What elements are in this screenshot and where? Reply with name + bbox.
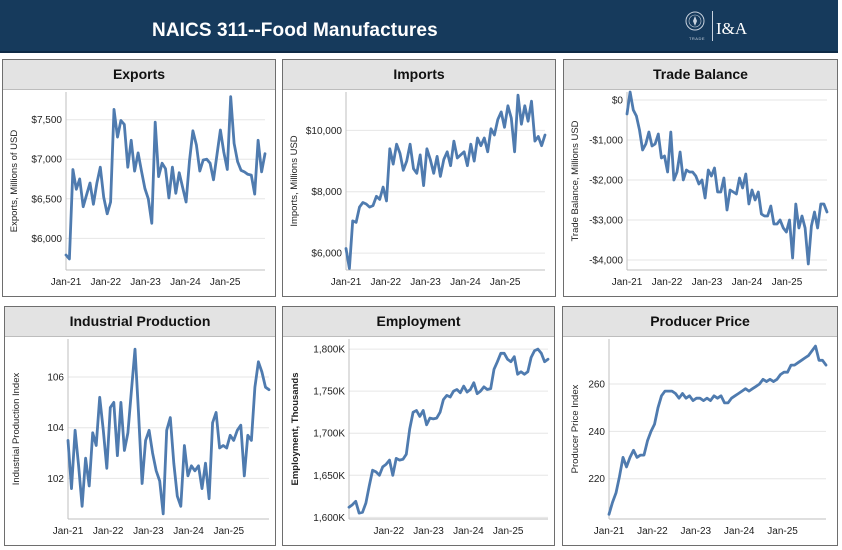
y-tick-label: -$1,000 [589,136,623,147]
y-tick-label: $8,000 [311,187,342,198]
series-line [607,344,828,516]
x-tick-label: Jan-25 [767,526,798,537]
y-tick-label: 1,800K [313,345,345,356]
exports-panel: Exports $6,000 $6,500 $7,000 $7,500 Jan-21 Ja… [2,59,276,297]
y-axis-label: Trade Balance, Millions USD [570,120,581,241]
x-tick-label: Jan-21 [53,526,84,537]
y-tick-label: $7,500 [31,115,62,126]
series-line [66,347,271,516]
x-tick-label: Jan-25 [210,277,241,288]
y-tick-label: $7,000 [31,155,62,166]
x-tick-label: Jan-24 [724,526,755,537]
y-tick-label: $0 [612,96,624,107]
x-tick-label: Jan-24 [173,526,204,537]
x-tick-label: Jan-23 [410,277,441,288]
seal-icon [685,11,705,31]
y-tick-label: $10,000 [306,126,343,137]
x-tick-label: Jan-22 [91,277,122,288]
logo-divider [712,11,713,41]
imports-chart: $6,000 $8,000 $10,000 Jan-21 Jan-22 Jan-23 Jan… [289,92,547,288]
y-axis-label: Producer Price Index [570,384,581,473]
x-tick-label: Jan-24 [732,277,763,288]
x-tick-label: Jan-24 [450,277,481,288]
y-axis-label: Industrial Production Index [11,373,22,486]
y-axis-label: Employment, Thousands [290,373,301,486]
x-tick-label: Jan-21 [331,277,362,288]
y-tick-label: 1,700K [313,429,345,440]
producer-price-title: Producer Price [563,307,837,337]
x-tick-label: Jan-25 [490,277,521,288]
y-tick-label: -$3,000 [589,216,623,227]
y-tick-label: 260 [588,380,605,391]
trade-balance-title: Trade Balance [564,60,837,90]
x-tick-label: Jan-25 [493,526,524,537]
industrial-production-chart: 102 104 106 Jan-21 Jan-22 Jan-23 Jan-24 Jan-25 I… [11,339,271,537]
ia-logo: TRADE I&A [683,9,747,45]
y-tick-label: 240 [588,427,605,438]
y-tick-label: 1,650K [313,471,345,482]
exports-chart: $6,000 $6,500 $7,000 $7,500 Jan-21 Jan-22 Jan-… [9,92,267,288]
y-tick-label: 102 [47,474,64,485]
x-tick-label: Jan-22 [637,526,668,537]
x-tick-label: Jan-24 [170,277,201,288]
series-line [625,90,829,266]
employment-chart: 1,600K 1,650K 1,700K 1,750K 1,800K Jan-22 Jan-… [290,339,550,537]
exports-title: Exports [3,60,275,90]
x-tick-label: Jan-25 [772,277,803,288]
series-line [344,93,547,270]
y-axis-label: Exports, Millions of USD [9,130,20,233]
x-tick-label: Jan-21 [594,526,625,537]
page-title: NAICS 311--Food Manufactures [152,20,438,41]
producer-price-chart: 220 240 260 Jan-21 Jan-22 Jan-23 Jan-24 Jan-25 P… [570,339,828,537]
y-tick-label: 1,600K [313,513,345,524]
header-bar: NAICS 311--Food Manufactures TRADE I&A [0,0,838,53]
x-tick-label: Jan-23 [681,526,712,537]
trade-balance-chart: $0 -$1,000 -$2,000 -$3,000 -$4,000 Jan-21 Jan-… [570,90,829,288]
series-line [64,95,267,261]
x-tick-label: Jan-22 [93,526,124,537]
logo-subtext: TRADE [688,36,706,41]
logo-text: I&A [716,19,748,38]
y-tick-label: $6,000 [311,249,342,260]
x-tick-label: Jan-21 [612,277,643,288]
x-tick-label: Jan-23 [692,277,723,288]
y-tick-label: -$4,000 [589,256,623,267]
x-tick-label: Jan-22 [371,277,402,288]
employment-title: Employment [283,307,554,337]
x-tick-label: Jan-25 [214,526,245,537]
y-tick-label: 104 [47,423,64,434]
y-axis-label: Imports, Millions USD [289,135,300,226]
x-tick-label: Jan-24 [453,526,484,537]
y-tick-label: $6,500 [31,194,62,205]
industrial-production-title: Industrial Production [5,307,275,337]
employment-panel: Employment 1,600K 1,650K 1,700K 1,750K 1,800… [282,306,555,546]
producer-price-panel: Producer Price 220 240 260 Jan-21 Jan-22 Jan-… [562,306,838,546]
y-tick-label: $6,000 [31,234,62,245]
x-tick-label: Jan-22 [652,277,683,288]
x-tick-label: Jan-23 [133,526,164,537]
y-tick-label: 1,750K [313,387,345,398]
trade-balance-panel: Trade Balance $0 -$1,000 -$2,000 -$3,000 -$4… [563,59,838,297]
y-tick-label: 220 [588,474,605,485]
x-tick-label: Jan-22 [374,526,405,537]
imports-title: Imports [283,60,555,90]
x-tick-label: Jan-23 [413,526,444,537]
imports-panel: Imports $6,000 $8,000 $10,000 Jan-21 Jan-22 J… [282,59,556,297]
x-tick-label: Jan-23 [130,277,161,288]
industrial-production-panel: Industrial Production 102 104 106 Jan-21 Jan… [4,306,276,546]
y-tick-label: -$2,000 [589,176,623,187]
x-tick-label: Jan-21 [51,277,82,288]
series-line [347,347,550,515]
y-tick-label: 106 [47,373,64,384]
